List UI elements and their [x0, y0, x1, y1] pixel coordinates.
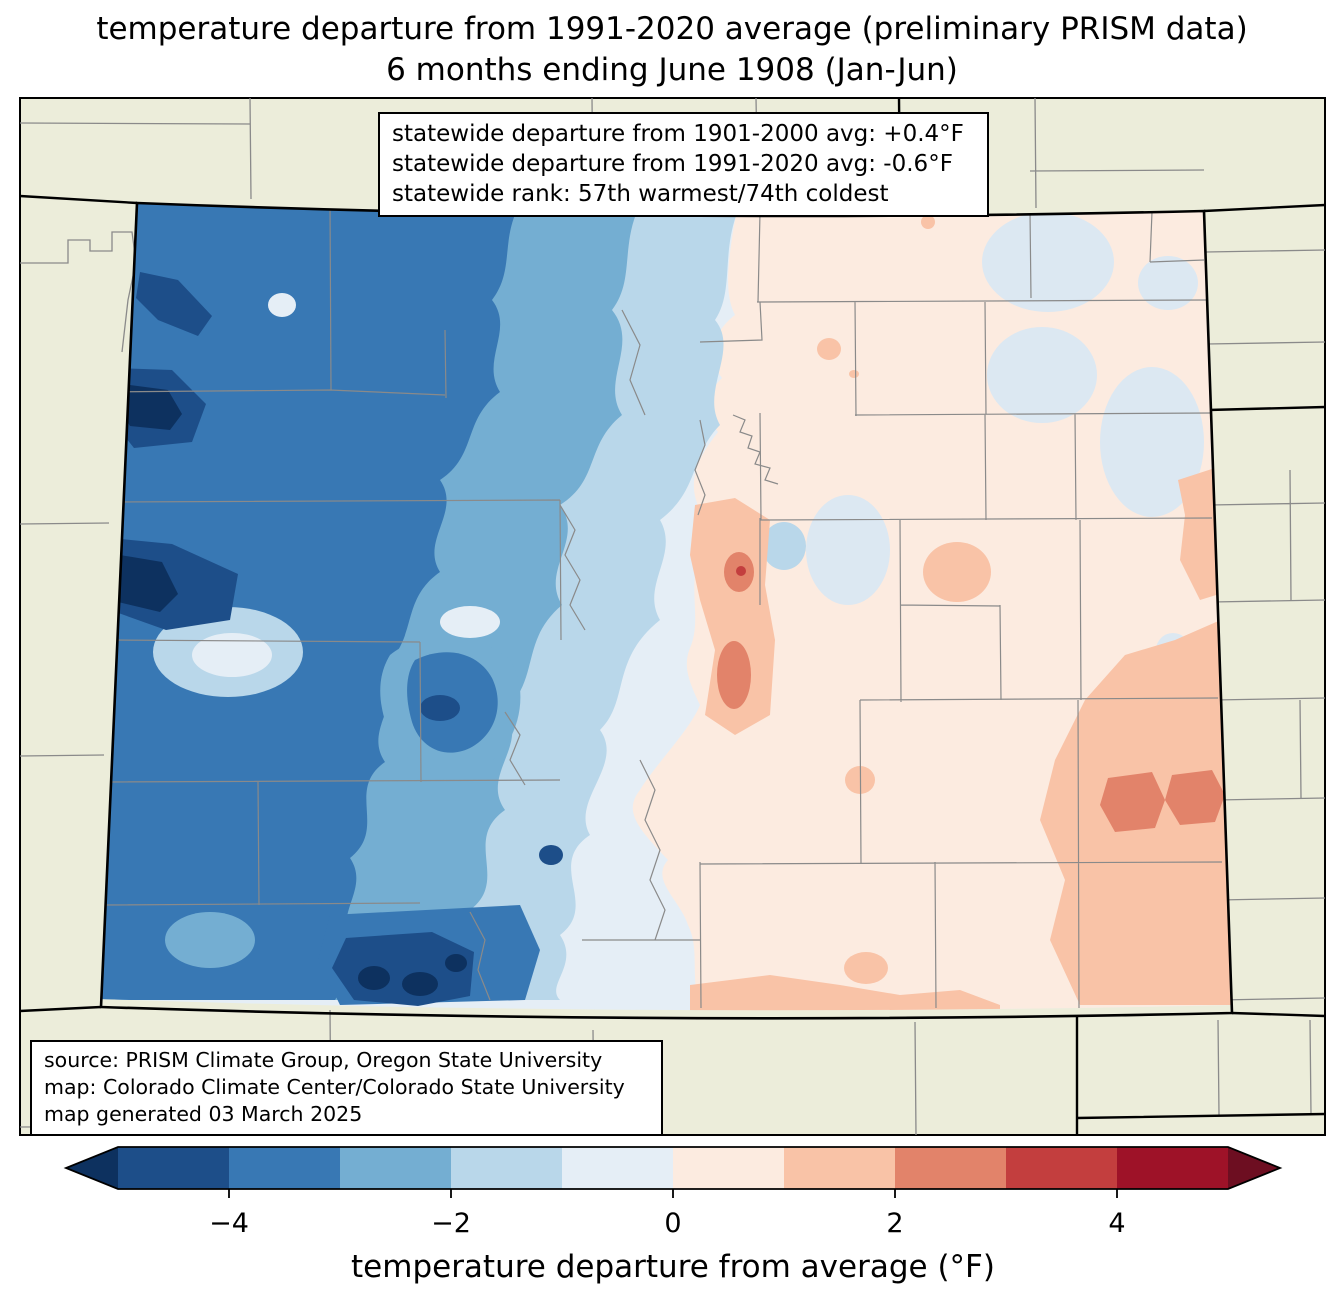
colorbar-segment [673, 1147, 784, 1189]
colorbar-segment [340, 1147, 451, 1189]
title-line-2: 6 months ending June 1908 (Jan-Jun) [386, 52, 958, 88]
colorbar-segment [784, 1147, 895, 1189]
colorbar: −4 −2 0 2 4 temperature departure from a… [63, 1146, 1283, 1285]
source-line-2: map: Colorado Climate Center/Colorado St… [44, 1075, 625, 1099]
tick-label: 2 [886, 1208, 903, 1239]
field-sw-light [165, 912, 255, 968]
source-box: source: PRISM Climate Group, Oregon Stat… [30, 1040, 663, 1136]
source-line-3: map generated 03 March 2025 [44, 1102, 363, 1126]
field-white-holes [192, 293, 500, 677]
figure-title: temperature departure from 1991-2020 ave… [0, 8, 1344, 90]
colorbar-arrow-right [1228, 1147, 1280, 1189]
colorbar-segment [562, 1147, 673, 1189]
colorbar-segment [118, 1147, 229, 1189]
colorbar-tick-labels: −4 −2 0 2 4 [209, 1208, 1126, 1239]
stats-line-3: statewide rank: 57th warmest/74th coldes… [392, 181, 889, 207]
colorbar-segment [1117, 1147, 1228, 1189]
stats-box: statewide departure from 1901-2000 avg: … [378, 112, 989, 217]
colorbar-ticks [228, 1189, 1118, 1198]
field-pale-blue-patches [806, 212, 1204, 731]
colorbar-segment [229, 1147, 340, 1189]
field-navy-cores [114, 384, 467, 996]
colorbar-segment [895, 1147, 1006, 1189]
colorado-county-lines [101, 203, 1223, 1009]
tick-label: −2 [431, 1208, 471, 1239]
colorbar-outline [63, 1146, 1283, 1190]
title-line-1: temperature departure from 1991-2020 ave… [96, 11, 1248, 47]
colorbar-axis-label: temperature departure from average (°F) [351, 1249, 995, 1285]
colorbar-segment [451, 1147, 562, 1189]
temperature-field [101, 203, 1232, 1011]
tick-label: 0 [664, 1208, 681, 1239]
stats-line-1: statewide departure from 1901-2000 avg: … [392, 121, 964, 147]
field-red-dot [736, 566, 746, 576]
field-deep-salmon-cores [717, 552, 1225, 832]
colorbar-arrow-left [66, 1147, 118, 1189]
tick-label: 4 [1108, 1208, 1125, 1239]
tick-label: −4 [209, 1208, 249, 1239]
colorbar-segment [1006, 1147, 1117, 1189]
source-line-1: source: PRISM Climate Group, Oregon Stat… [44, 1048, 603, 1072]
stats-line-2: statewide departure from 1991-2020 avg: … [392, 151, 953, 177]
